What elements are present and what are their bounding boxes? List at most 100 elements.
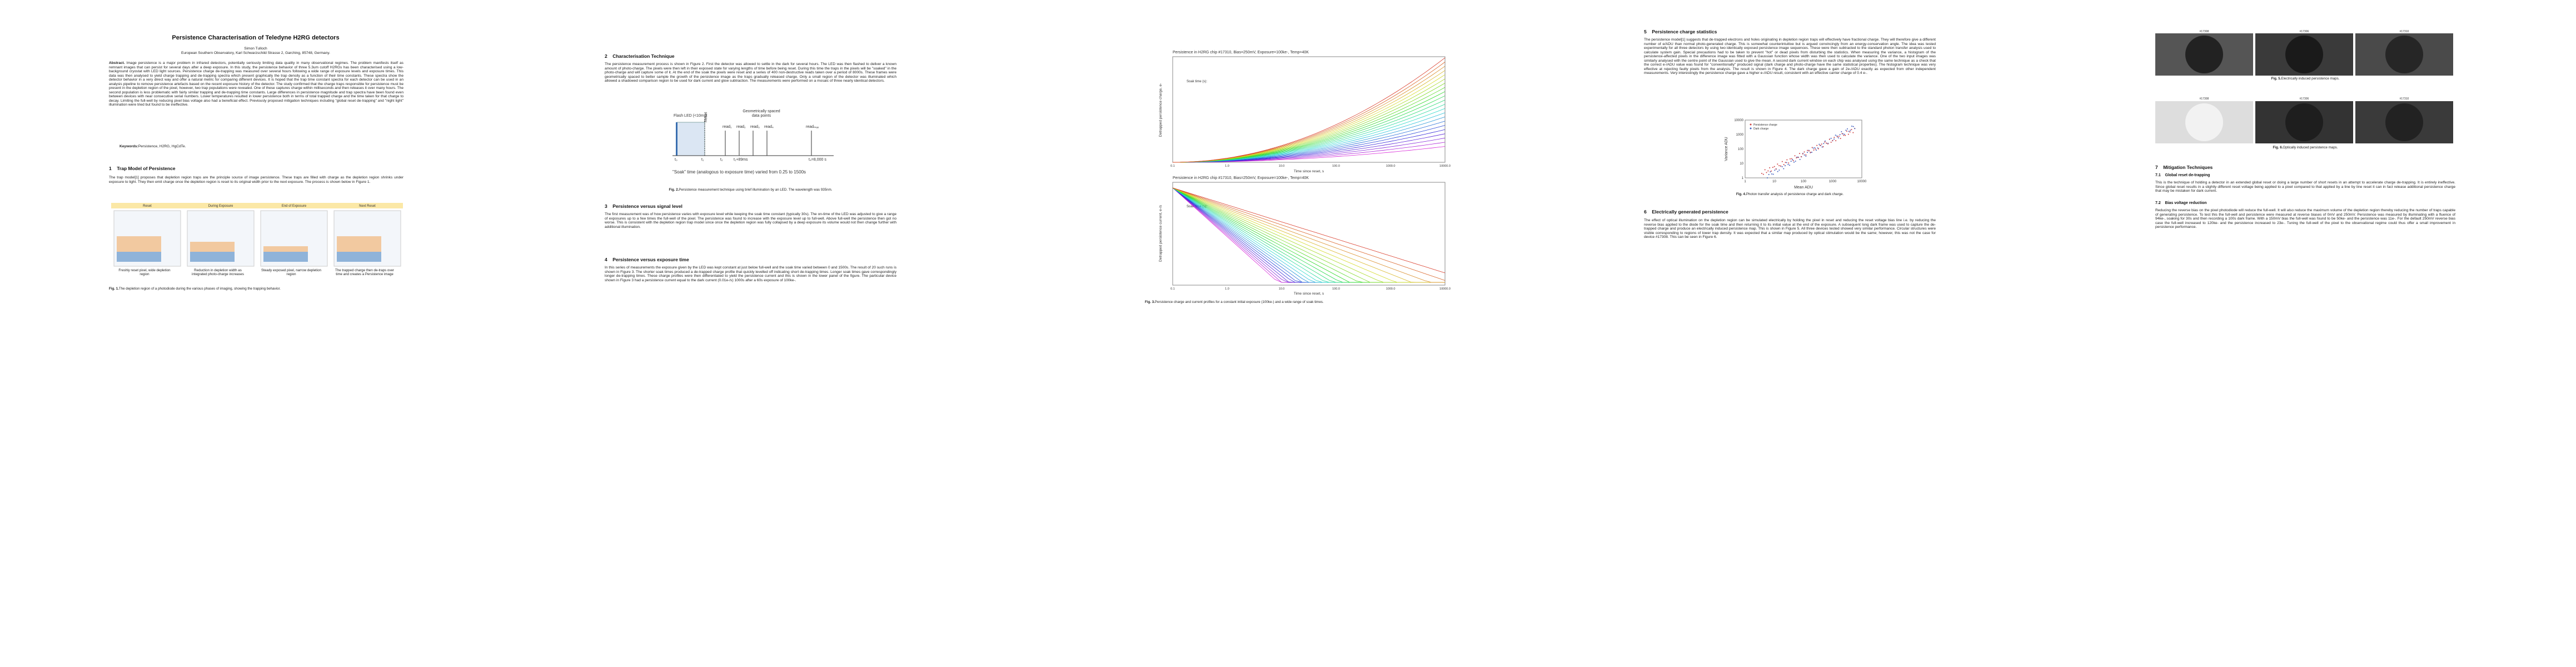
section-number: 3: [605, 203, 607, 209]
scatter-point: [1785, 165, 1786, 167]
scatter-point: [1810, 151, 1811, 153]
section-title: Persistence versus exposure time: [612, 257, 689, 262]
x-tick-label: 100: [1801, 180, 1807, 183]
caption-label: Fig. 6.: [2273, 146, 2283, 150]
x-tick-label: 1000.0: [1386, 165, 1396, 168]
y-axis-label: Detrapped persistence current, e-/s: [1159, 205, 1163, 262]
section-title: Mitigation Techniques: [2163, 165, 2213, 170]
paragraph: The persistence model[1] suggests that d…: [1644, 38, 1936, 75]
scatter-point: [1821, 146, 1823, 148]
scatter-point: [1792, 160, 1794, 161]
scatter-point: [1839, 134, 1841, 136]
x-tick-label: 10000: [1857, 180, 1867, 183]
curve: [1172, 74, 1446, 163]
section-heading: 4 Persistence versus exposure time: [605, 257, 689, 262]
fig-label: t₄=8,000 s: [809, 158, 826, 162]
curve: [1172, 70, 1446, 163]
scatter-point: [1841, 131, 1842, 133]
curve: [1172, 116, 1446, 163]
scatter-point: [1805, 154, 1807, 156]
scatter-point: [1778, 170, 1780, 171]
legend-label: Persistence charge: [1753, 123, 1777, 127]
x-tick-label: 1000.0: [1386, 287, 1396, 291]
scatter-point: [1840, 138, 1841, 140]
x-tick-label: 10: [1772, 180, 1776, 183]
fig-label: read₁: [723, 125, 732, 129]
caption-text: The depletion region of a photodiode dur…: [118, 287, 281, 291]
scatter-point: [1792, 159, 1793, 161]
scatter-point: [1818, 148, 1819, 150]
curve: [1173, 125, 1446, 163]
keywords: Keywords:Persistence, H2RG, HgCdTe.: [119, 145, 397, 149]
section-heading: 5 Persistence charge statistics: [1644, 29, 1717, 34]
scatter-point: [1836, 135, 1838, 137]
scatter-point: [1835, 135, 1836, 136]
panel-note: Steady exposed pixel, narrow depletion r…: [261, 268, 321, 276]
scatter-point: [1835, 140, 1837, 142]
plot-frame: [1172, 56, 1446, 163]
figure-3: Persistence in H2RG chip #17310, Bias=25…: [1159, 51, 1451, 296]
caption: Fig. 3.Persistence charge and current pr…: [1145, 300, 1456, 304]
figures-5-6: #17308 #17306 #17310 #17308 #17306 #1731…: [2155, 30, 2453, 143]
scatter-point: [1783, 164, 1785, 166]
y-axis-label: Detrapped persistence charge, e-: [1159, 83, 1163, 137]
scatter-point: [1826, 142, 1827, 144]
scatter-point: [1774, 170, 1776, 171]
x-axis-label: Mean ADU: [1794, 186, 1813, 190]
x-tick-label: 100.0: [1332, 287, 1340, 291]
scatter-point: [1817, 147, 1818, 149]
scatter-point: [1773, 166, 1775, 167]
panel-label: #17310: [2400, 30, 2409, 33]
scatter-point: [1772, 167, 1773, 168]
scatter-point: [1781, 166, 1783, 167]
caption-label: Fig. 5.: [2271, 77, 2281, 81]
plot-title: Persistence in H2RG chip #17310, Bias=25…: [1173, 176, 1309, 180]
scatter-point: [1786, 162, 1787, 163]
fig-label: t₁+89ms: [734, 158, 748, 162]
scatter-point: [1767, 170, 1769, 172]
plot-frame: [1745, 120, 1862, 178]
panel-label: #17306: [2300, 30, 2309, 33]
scatter-point: [1778, 165, 1780, 166]
section-title: Electrically generated persistence: [1652, 209, 1728, 215]
paragraph: Reducing the reverse bias on the pixel p…: [2155, 208, 2455, 229]
scatter-point: [1811, 151, 1812, 153]
figure-2: Flash LED (<10ms) Reset Geometrically sp…: [672, 109, 834, 175]
curve: [1172, 187, 1446, 273]
scatter-point: [1833, 138, 1835, 140]
section-number: 4: [605, 257, 607, 262]
scatter-point: [1795, 161, 1796, 162]
scatter-point: [1805, 155, 1807, 157]
x-tick-label: 10.0: [1279, 287, 1285, 291]
paragraph: The trap model[1] proposes that depletio…: [109, 176, 403, 184]
scatter-point: [1821, 143, 1822, 145]
section-number: 2: [605, 53, 607, 59]
curve: [1172, 104, 1446, 163]
section-title: Persistence versus signal level: [612, 203, 682, 209]
fig-label: data points: [752, 114, 771, 118]
fig-label: readₘₐₓ: [806, 125, 819, 129]
panel-label: End of Exposure: [282, 205, 307, 208]
scatter-point: [1838, 136, 1840, 137]
scatter-point: [1807, 152, 1808, 153]
panel-label: #17308: [2200, 97, 2209, 101]
caption: Fig. 1.The depletion region of a photodi…: [109, 287, 403, 291]
scatter-point: [1781, 161, 1783, 162]
x-tick-label: 10.0: [1279, 165, 1285, 168]
plot-title: Persistence in H2RG chip #17310, Bias=25…: [1173, 51, 1309, 54]
y-tick-label: 1000: [1736, 133, 1744, 137]
caption: Fig. 6.Optically induced persistence map…: [2155, 146, 2455, 150]
title: Persistence Characterisation of Teledyne…: [172, 34, 340, 41]
scatter-point: [1825, 140, 1826, 142]
scatter-point: [1854, 128, 1856, 130]
scatter-point: [1802, 153, 1803, 155]
scatter-point: [1849, 131, 1851, 133]
fig-label: read₃: [750, 125, 760, 129]
section-heading: 6 Electrically generated persistence: [1644, 209, 1728, 215]
subsection-number: 7.1: [2155, 173, 2161, 177]
scatter-point: [1833, 137, 1835, 138]
scatter-point: [1783, 168, 1785, 170]
legend-title: Soak time (s):: [1187, 80, 1207, 83]
scatter-point: [1787, 163, 1789, 165]
section-heading: 1 Trap Model of Persistence: [109, 166, 176, 171]
